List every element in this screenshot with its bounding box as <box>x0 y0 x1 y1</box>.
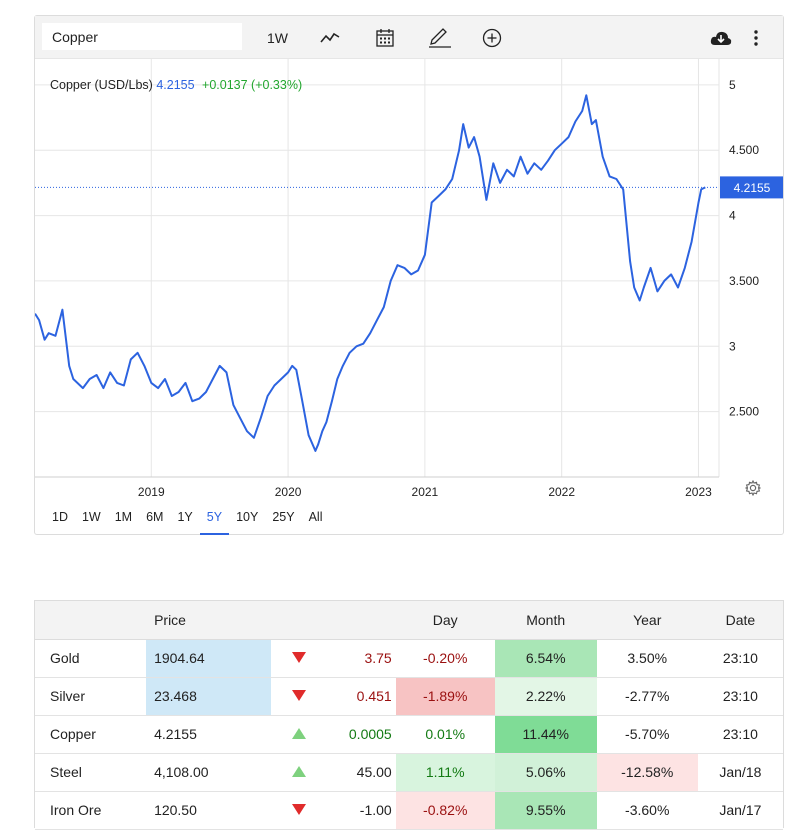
range-1m[interactable]: 1M <box>114 510 133 524</box>
cloud-download-icon[interactable] <box>710 24 732 52</box>
x-tick-label: 2021 <box>412 485 439 499</box>
x-tick-label: 2022 <box>548 485 575 499</box>
symbol-search-input[interactable] <box>42 23 242 50</box>
down-arrow-icon <box>270 639 328 678</box>
row-month: 11.44% <box>494 715 597 754</box>
col-header-arrow <box>270 601 328 640</box>
pencil-icon[interactable] <box>428 24 452 52</box>
row-name[interactable]: Steel <box>35 753 147 792</box>
y-tick-label: 4.500 <box>729 143 759 157</box>
row-date: Jan/17 <box>697 791 783 830</box>
row-price: 4,108.00 <box>146 753 271 792</box>
legend-change: +0.0137 (+0.33%) <box>202 78 303 92</box>
x-tick-label: 2019 <box>138 485 165 499</box>
down-arrow-icon <box>270 791 328 830</box>
row-change: 45.00 <box>327 753 396 792</box>
gear-icon[interactable] <box>744 479 762 501</box>
y-tick-label: 3 <box>729 339 736 353</box>
table-row[interactable]: Steel 4,108.00 45.00 1.11% 5.06% -12.58%… <box>35 753 783 792</box>
row-year: 3.50% <box>596 639 698 678</box>
down-arrow-icon <box>270 677 328 716</box>
col-header-change <box>327 601 396 640</box>
row-change: -1.00 <box>327 791 396 830</box>
row-date: 23:10 <box>697 639 783 678</box>
chart-panel: 1W 5 4.500 4 3.500 3 2.500 2019 2020 2021 2022 202… <box>34 15 784 535</box>
row-day: -0.82% <box>395 791 495 830</box>
col-header-price: Price <box>146 601 271 640</box>
range-all[interactable]: All <box>308 510 323 524</box>
interval-button[interactable]: 1W <box>267 30 288 46</box>
row-month: 2.22% <box>494 677 597 716</box>
range-1w[interactable]: 1W <box>81 510 101 524</box>
col-header-month: Month <box>494 601 597 640</box>
price-chart[interactable]: 5 4.500 4 3.500 3 2.500 2019 2020 2021 2022 2023 4.… <box>35 59 783 509</box>
up-arrow-icon <box>270 753 328 792</box>
x-tick-label: 2023 <box>685 485 712 499</box>
legend-name: Copper (USD/Lbs) <box>50 78 153 92</box>
row-day: 0.01% <box>395 715 495 754</box>
more-vertical-icon[interactable] <box>753 24 759 52</box>
row-name[interactable]: Gold <box>35 639 147 678</box>
y-tick-label: 5 <box>729 78 736 92</box>
last-price-tag <box>720 176 783 199</box>
row-name[interactable]: Copper <box>35 715 147 754</box>
y-tick-label: 2.500 <box>729 405 759 419</box>
row-name[interactable]: Iron Ore <box>35 791 147 830</box>
row-change: 3.75 <box>327 639 396 678</box>
range-selector: 1D 1W 1M 6M 1Y 5Y 10Y 25Y All <box>45 508 329 536</box>
row-date: 23:10 <box>697 715 783 754</box>
row-month: 9.55% <box>494 791 597 830</box>
col-header-day: Day <box>395 601 495 640</box>
row-price: 23.468 <box>146 677 271 716</box>
markets-table: Price Day Month Year Date Gold 1904.64 3… <box>34 600 784 830</box>
plus-circle-icon[interactable] <box>482 24 502 52</box>
table-row[interactable]: Copper 4.2155 0.0005 0.01% 11.44% -5.70%… <box>35 715 783 754</box>
row-change: 0.451 <box>327 677 396 716</box>
table-header-row: Price Day Month Year Date <box>35 601 783 640</box>
row-price: 1904.64 <box>146 639 271 678</box>
row-year: -12.58% <box>596 753 698 792</box>
row-month: 5.06% <box>494 753 597 792</box>
row-year: -5.70% <box>596 715 698 754</box>
y-tick-label: 3.500 <box>729 274 759 288</box>
calendar-icon[interactable] <box>375 24 395 52</box>
row-day: 1.11% <box>395 753 495 792</box>
range-1y[interactable]: 1Y <box>177 510 193 524</box>
last-price-label: 4.2155 <box>734 181 771 195</box>
row-year: -3.60% <box>596 791 698 830</box>
range-10y[interactable]: 10Y <box>236 510 259 524</box>
range-25y[interactable]: 25Y <box>272 510 295 524</box>
row-change: 0.0005 <box>327 715 396 754</box>
col-header-year: Year <box>596 601 698 640</box>
range-1d[interactable]: 1D <box>52 510 68 524</box>
range-5y[interactable]: 5Y <box>199 508 230 535</box>
row-day: -0.20% <box>395 639 495 678</box>
row-year: -2.77% <box>596 677 698 716</box>
row-price: 120.50 <box>146 791 271 830</box>
x-tick-label: 2020 <box>275 485 302 499</box>
col-header-date: Date <box>697 601 783 640</box>
chart-toolbar: 1W <box>35 16 783 59</box>
line-chart-icon[interactable] <box>320 24 340 52</box>
y-tick-label: 4 <box>729 209 736 223</box>
table-row[interactable]: Silver 23.468 0.451 -1.89% 2.22% -2.77% … <box>35 677 783 716</box>
legend-price: 4.2155 <box>156 78 195 92</box>
table-row[interactable]: Gold 1904.64 3.75 -0.20% 6.54% 3.50% 23:… <box>35 639 783 678</box>
row-month: 6.54% <box>494 639 597 678</box>
row-date: Jan/18 <box>697 753 783 792</box>
row-date: 23:10 <box>697 677 783 716</box>
col-header-name <box>35 601 147 640</box>
series-line <box>35 94 706 452</box>
row-name[interactable]: Silver <box>35 677 147 716</box>
table-row[interactable]: Iron Ore 120.50 -1.00 -0.82% 9.55% -3.60… <box>35 791 783 830</box>
row-price: 4.2155 <box>146 715 271 754</box>
range-6m[interactable]: 6M <box>146 510 164 524</box>
row-day: -1.89% <box>395 677 495 716</box>
chart-legend: Copper (USD/Lbs) 4.2155 +0.0137 (+0.33%) <box>50 78 302 92</box>
up-arrow-icon <box>270 715 328 754</box>
